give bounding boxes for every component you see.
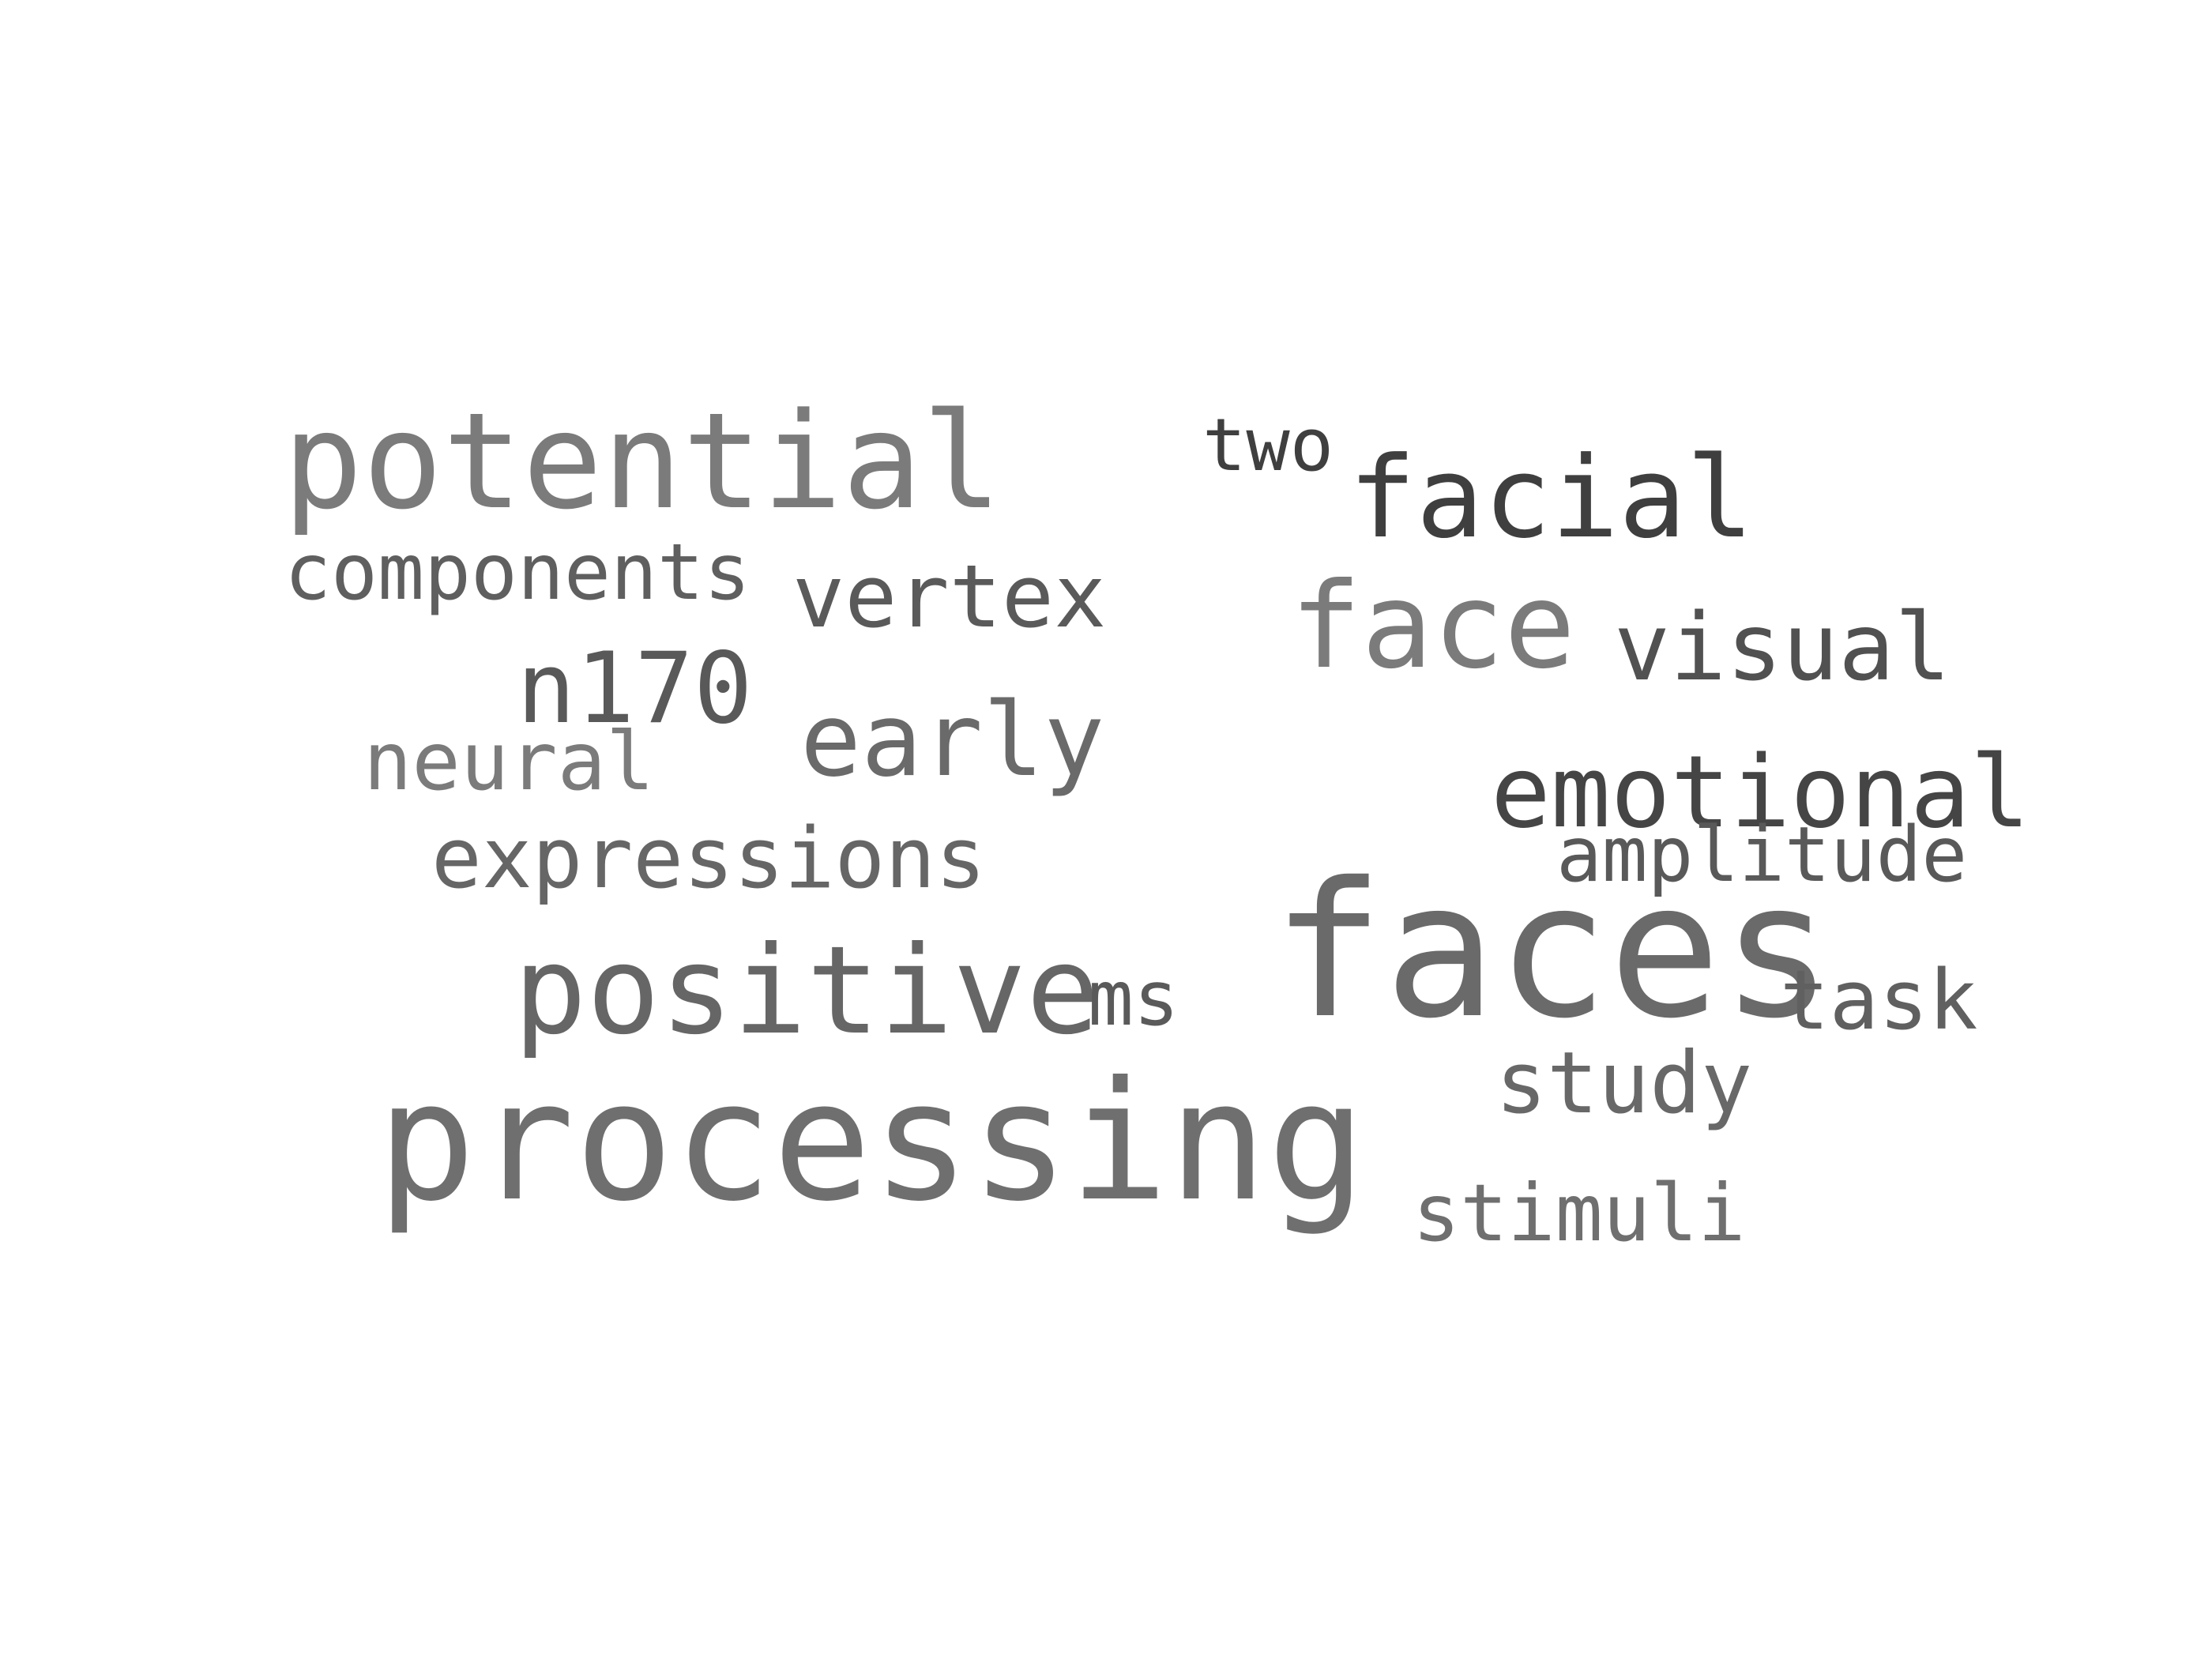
word-amplitude: amplitude bbox=[1556, 811, 1968, 899]
word-face: face bbox=[1290, 558, 1576, 695]
word-processing: processing bbox=[377, 1047, 1367, 1238]
word-study: study bbox=[1495, 1034, 1753, 1133]
word-n170: n170 bbox=[517, 632, 753, 746]
word-stimuli: stimuli bbox=[1413, 1167, 1746, 1259]
word-emotional: emotional bbox=[1491, 734, 2030, 850]
word-potential: potential bbox=[283, 384, 1003, 539]
word-neural: neural bbox=[363, 715, 655, 809]
word-visual: visual bbox=[1614, 592, 1951, 702]
word-facial: facial bbox=[1349, 433, 1754, 563]
word-vertex: vertex bbox=[792, 546, 1107, 647]
word-expressions: expressions bbox=[431, 810, 986, 907]
word-positive: positive bbox=[514, 920, 1100, 1062]
word-components: components bbox=[284, 528, 751, 618]
word-faces: faces bbox=[1272, 842, 1834, 1059]
word-ms: ms bbox=[1088, 954, 1179, 1043]
word-two: two bbox=[1202, 403, 1334, 487]
word-task: task bbox=[1780, 952, 1978, 1048]
word-early: early bbox=[800, 682, 1105, 799]
